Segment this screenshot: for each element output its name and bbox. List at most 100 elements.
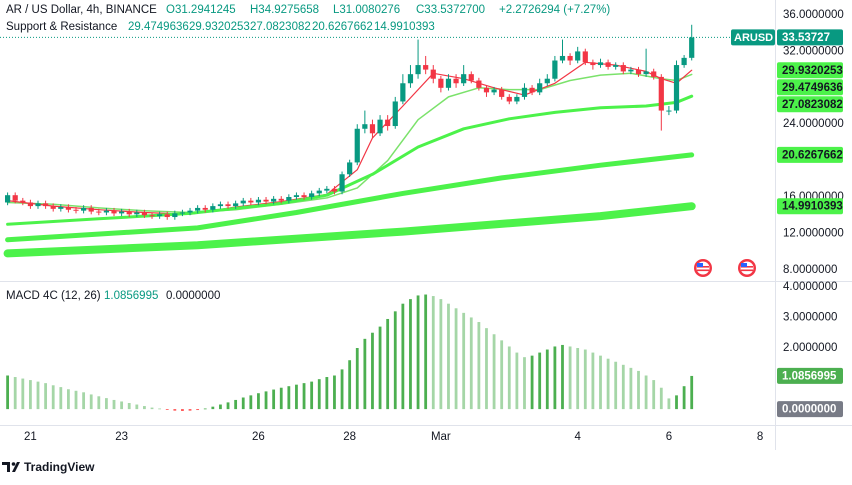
histogram-bar — [606, 358, 610, 410]
candle-body — [202, 207, 208, 210]
histogram-bar — [249, 395, 253, 410]
ohlc-low: L31.0080276 — [333, 4, 400, 16]
candle-body — [157, 214, 163, 217]
ohlc-high: H34.9275658 — [250, 4, 319, 16]
candle-body — [339, 174, 345, 192]
ticker-tag-box — [731, 29, 775, 46]
histogram-bar — [226, 402, 230, 410]
histogram-bar — [675, 395, 678, 410]
histogram-bar — [424, 294, 428, 410]
symbol-title: AR / US Dollar, 4h, BINANCE — [6, 4, 157, 16]
histogram-bar — [333, 375, 336, 410]
candle-body — [666, 110, 672, 112]
candle-body — [635, 69, 642, 75]
histogram-bar — [469, 317, 473, 410]
price-tag-box — [777, 198, 843, 215]
price-tag: 33.53727 ARUSD — [731, 29, 843, 46]
histogram-bar — [485, 328, 488, 410]
x-tick-label: 6 — [666, 431, 672, 443]
histogram-bar — [21, 378, 25, 410]
histogram-bar — [629, 367, 633, 410]
histogram-bar — [614, 361, 618, 410]
histogram-bar — [348, 360, 352, 410]
x-tick-label: 8 — [757, 431, 763, 443]
candle-body — [651, 71, 657, 77]
candle-body — [537, 83, 543, 93]
price-tag-label: 27.0823082 — [782, 99, 843, 111]
histogram-bar — [576, 348, 580, 410]
histogram-bar — [135, 404, 139, 410]
plot: 36.000000032.000000024.000000016.0000000… — [0, 9, 844, 443]
candle-body — [126, 211, 132, 215]
candle-body — [559, 55, 566, 61]
histogram-bar — [378, 326, 382, 410]
candle-body — [597, 62, 604, 66]
price-tag-label: 33.53727 — [782, 32, 830, 44]
price-tag: 0.0000000 — [777, 401, 843, 418]
candle-body — [407, 74, 414, 84]
histogram-bar — [431, 296, 435, 410]
price-tag-label: 14.9910393 — [782, 201, 843, 213]
histogram-bar — [371, 332, 374, 410]
ma-line — [5, 152, 695, 243]
candle-body — [461, 74, 467, 84]
ohlc-close: C33.5372700 — [416, 4, 485, 16]
histogram-bar — [340, 369, 344, 410]
candle-body — [134, 212, 140, 215]
candle-body — [445, 78, 452, 88]
histogram-bar — [393, 311, 397, 410]
candle-body — [65, 207, 72, 210]
candle-body — [491, 89, 497, 93]
y-tick-label: 32.0000000 — [783, 45, 844, 57]
indicator-value: 14.9910393 — [374, 21, 435, 33]
histogram-bar — [682, 386, 686, 410]
candle-body — [514, 96, 520, 102]
candle-body — [415, 65, 421, 75]
histogram-bar — [44, 383, 48, 410]
candle-body — [643, 71, 649, 75]
candle-body — [521, 87, 528, 97]
histogram-bar — [219, 404, 222, 410]
candle-body — [324, 188, 330, 191]
candle-body — [195, 207, 201, 211]
histogram-bar — [621, 364, 625, 410]
histogram-bar — [234, 399, 238, 410]
ohlc-open: O31.2941245 — [166, 4, 236, 16]
price-tag: 1.0856995 — [777, 367, 843, 384]
price-tag-label: 20.6267662 — [782, 149, 843, 161]
histogram-bar — [188, 409, 192, 411]
price-tag-box — [777, 367, 843, 384]
candle-body — [88, 207, 94, 212]
histogram-bar — [637, 370, 640, 410]
candle-body — [103, 210, 110, 213]
histogram-bar — [477, 322, 481, 410]
candle-body — [392, 101, 398, 127]
y-tick-label: 12.0000000 — [783, 227, 844, 239]
price-tag-box — [777, 29, 843, 46]
price-tag: 29.9320253 — [777, 62, 843, 79]
histogram-bar — [386, 318, 390, 410]
y-tick-label: 4.0000000 — [783, 281, 837, 293]
candle-body — [620, 65, 626, 72]
y-tick-label: 36.0000000 — [783, 9, 844, 21]
macd-signal: 0.0000000 — [166, 290, 220, 302]
candle-body — [240, 200, 246, 204]
histogram-bar — [690, 375, 694, 410]
candle-body — [385, 119, 391, 127]
candle-body — [12, 195, 18, 201]
histogram-bar — [659, 387, 663, 410]
logo — [2, 462, 20, 472]
price-tag-label: 1.0856995 — [782, 370, 837, 382]
y-tick-label: 24.0000000 — [783, 118, 844, 130]
ma-line — [3, 202, 696, 258]
histogram-bar — [409, 299, 412, 410]
histogram-bar — [287, 386, 291, 410]
candle-body — [286, 197, 292, 201]
candle-body — [590, 62, 596, 66]
histogram-bar — [325, 377, 329, 410]
candle-body — [43, 203, 49, 207]
histogram-bar — [591, 352, 595, 410]
x-tick-label: 4 — [574, 431, 581, 443]
candle-body — [552, 60, 558, 79]
price-tag: 14.9910393 — [777, 198, 843, 215]
